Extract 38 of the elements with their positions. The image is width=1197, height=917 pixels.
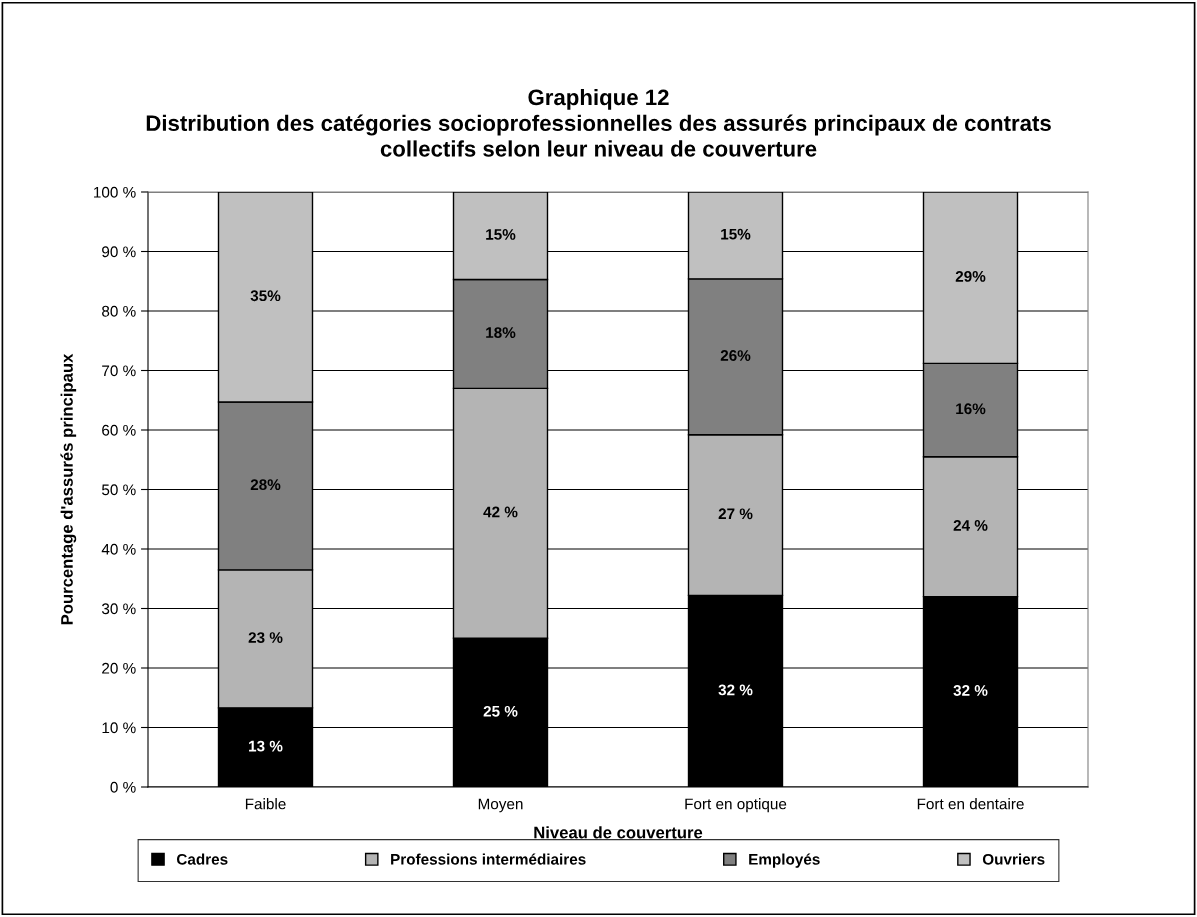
y-tick-label: 40 %: [101, 543, 136, 555]
y-tick-label: 60 %: [102, 424, 136, 436]
y-axis-title: Pourcentage d'assurés principaux: [60, 353, 77, 625]
data-label: 23 %: [248, 632, 283, 643]
data-label: 13 %: [249, 740, 283, 752]
y-tick-label: 80 %: [102, 305, 136, 317]
legend-label: Employés: [749, 853, 820, 868]
y-tick-label: 20 %: [102, 662, 136, 674]
y-tick-label: 10 %: [102, 722, 136, 734]
legend-label: Ouvriers: [982, 853, 1045, 865]
data-label: 42 %: [483, 506, 518, 518]
y-tick-label: 70 %: [102, 365, 136, 377]
data-label: 28%: [250, 479, 281, 491]
data-label: 32 %: [718, 684, 753, 696]
x-tick-label: Fort en dentaire: [917, 798, 1024, 810]
data-label: 35%: [250, 290, 281, 302]
data-label: 18%: [486, 327, 516, 339]
x-tick-label: Moyen: [478, 798, 523, 813]
data-label: 32 %: [953, 685, 988, 696]
data-label: 29%: [955, 270, 986, 282]
x-tick-label: Fort en optique: [685, 798, 787, 813]
data-label: 26%: [720, 350, 751, 361]
y-tick-label: 50 %: [101, 484, 136, 496]
data-label: 16%: [956, 403, 986, 415]
chart-title: Graphique 12 Distribution des catégories socioprofessionnelles des assurés principaux de contrats collectifs selon leur niveau de couverture: [146, 88, 1051, 157]
data-label: 24 %: [953, 519, 988, 531]
data-label: 27 %: [718, 508, 753, 520]
y-tick-label: 0 %: [110, 781, 136, 793]
x-axis-title: Niveau de couverture: [534, 826, 703, 839]
legend-label: Professions intermédiaires: [391, 853, 586, 865]
y-tick-label: 30 %: [101, 603, 136, 615]
data-label: 15%: [486, 229, 516, 240]
data-label: 25 %: [483, 705, 518, 717]
y-tick-label: 100 %: [94, 186, 136, 198]
y-tick-label: 90 %: [102, 246, 136, 258]
data-label: 15%: [721, 228, 751, 240]
x-tick-label: Faible: [245, 798, 286, 810]
legend-label: Cadres: [176, 853, 228, 865]
